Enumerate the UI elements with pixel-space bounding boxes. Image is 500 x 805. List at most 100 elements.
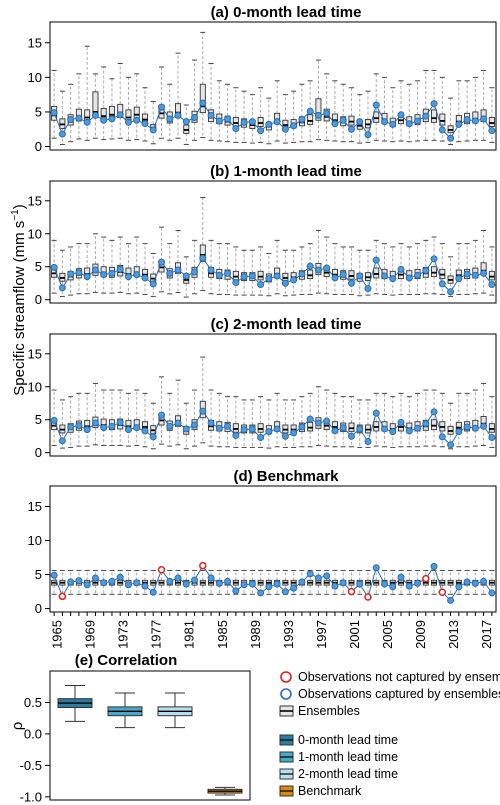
x-tick-label: 1969 xyxy=(83,620,98,649)
observation-captured xyxy=(480,115,488,123)
iqr-box xyxy=(373,111,380,123)
observation-captured xyxy=(265,120,273,128)
legend-ensembles-label: Ensembles xyxy=(298,704,360,718)
observation-captured xyxy=(166,577,174,585)
observation-captured xyxy=(265,275,273,283)
observation-captured xyxy=(58,437,66,445)
observation-captured xyxy=(397,418,405,426)
observation-captured xyxy=(273,580,281,588)
observation-captured xyxy=(141,274,149,282)
iqr-box xyxy=(488,270,495,281)
observation-captured xyxy=(191,421,199,429)
observation-captured xyxy=(298,116,306,124)
x-tick-label: 1977 xyxy=(149,620,164,649)
observation-captured xyxy=(306,570,314,578)
observation-captured xyxy=(447,441,455,449)
ensemble-box xyxy=(348,87,355,143)
observation-captured xyxy=(257,127,265,135)
observation-captured xyxy=(75,114,83,122)
observation-captured xyxy=(480,577,488,585)
ensemble-box xyxy=(191,59,198,141)
observation-captured xyxy=(290,584,298,592)
ensemble-box xyxy=(84,243,91,295)
ensemble-box xyxy=(108,239,115,294)
ensemble-box xyxy=(290,249,297,296)
observation-captured xyxy=(240,581,248,589)
ensemble-box xyxy=(455,243,462,295)
ensemble-box xyxy=(100,389,107,446)
ensemble-box xyxy=(67,396,74,448)
ensemble-box xyxy=(422,389,429,447)
y-axis-label: Specific streamflow (mm s−1) xyxy=(10,204,28,395)
ensemble-box xyxy=(208,63,215,141)
observation-captured xyxy=(149,588,157,596)
observation-captured xyxy=(364,131,372,139)
ensemble-box xyxy=(290,399,297,448)
observation-captured xyxy=(405,427,413,435)
ensemble-box xyxy=(117,236,124,293)
observation-captured xyxy=(455,275,463,283)
observation-captured xyxy=(116,265,124,273)
observation-captured xyxy=(405,582,413,590)
x-tick-label: 2009 xyxy=(413,620,428,649)
ensemble-box xyxy=(265,253,272,297)
observation-captured xyxy=(273,272,281,280)
corr-y-tick-label: -1.0 xyxy=(20,789,42,804)
observation-captured xyxy=(314,111,322,119)
observation-captured xyxy=(381,118,388,126)
ensemble-box xyxy=(75,73,82,140)
ensemble-box xyxy=(141,243,148,295)
ensemble-box xyxy=(315,229,322,294)
observation-captured xyxy=(240,426,248,434)
ensemble-box xyxy=(315,59,322,141)
ensemble-box xyxy=(274,239,281,295)
observation-captured xyxy=(339,424,347,432)
ensemble-box xyxy=(150,101,157,145)
observation-captured xyxy=(215,271,223,279)
ensemble-box xyxy=(51,69,58,139)
observation-captured xyxy=(314,574,322,582)
ensemble-box xyxy=(208,569,215,595)
panel-d: 0 5 10 15 xyxy=(28,485,497,616)
observation-captured xyxy=(67,423,75,431)
observation-captured xyxy=(463,578,471,586)
observation-captured xyxy=(149,433,157,441)
observation-captured xyxy=(199,407,207,415)
ensemble-box xyxy=(241,249,248,296)
observation-captured xyxy=(339,116,347,124)
ensemble-box xyxy=(108,78,115,140)
observation-not-captured xyxy=(347,587,356,596)
iqr-box xyxy=(257,423,264,433)
observation-captured xyxy=(281,125,289,133)
observation-captured xyxy=(100,579,108,587)
ensemble-box xyxy=(158,376,165,445)
observation-captured xyxy=(438,126,446,134)
corr-y-axis-label: ρ xyxy=(9,722,26,731)
legend-lead2-label: 2-month lead time xyxy=(298,767,398,781)
ensemble-box xyxy=(117,389,124,446)
ensemble-box xyxy=(224,396,231,448)
ensemble-box xyxy=(125,392,132,447)
observation-captured xyxy=(414,424,422,432)
ensemble-box xyxy=(191,389,198,447)
observation-captured xyxy=(67,116,75,124)
panel-b: 0 5 10 15 xyxy=(28,180,497,307)
x-tick-label: 1981 xyxy=(182,620,197,649)
ensemble-box xyxy=(224,83,231,143)
ensemble-box xyxy=(340,396,347,448)
iqr-box xyxy=(431,419,438,431)
ensemble-box xyxy=(447,402,454,450)
observation-not-captured xyxy=(199,561,207,570)
observation-captured xyxy=(124,426,132,434)
observation-captured xyxy=(314,419,322,427)
observation-captured xyxy=(240,118,248,126)
ensemble-box xyxy=(232,246,239,296)
observation-captured xyxy=(273,425,281,433)
observation-captured xyxy=(174,419,182,427)
y-tick-label: 10 xyxy=(28,379,42,394)
observation-not-captured xyxy=(422,574,430,583)
x-tick-labels: 1965 1969 1973 1977 1981 1985 1989 1993 1997 2001… xyxy=(50,612,494,649)
observation-captured xyxy=(174,266,182,274)
ensemble-box xyxy=(356,399,363,448)
